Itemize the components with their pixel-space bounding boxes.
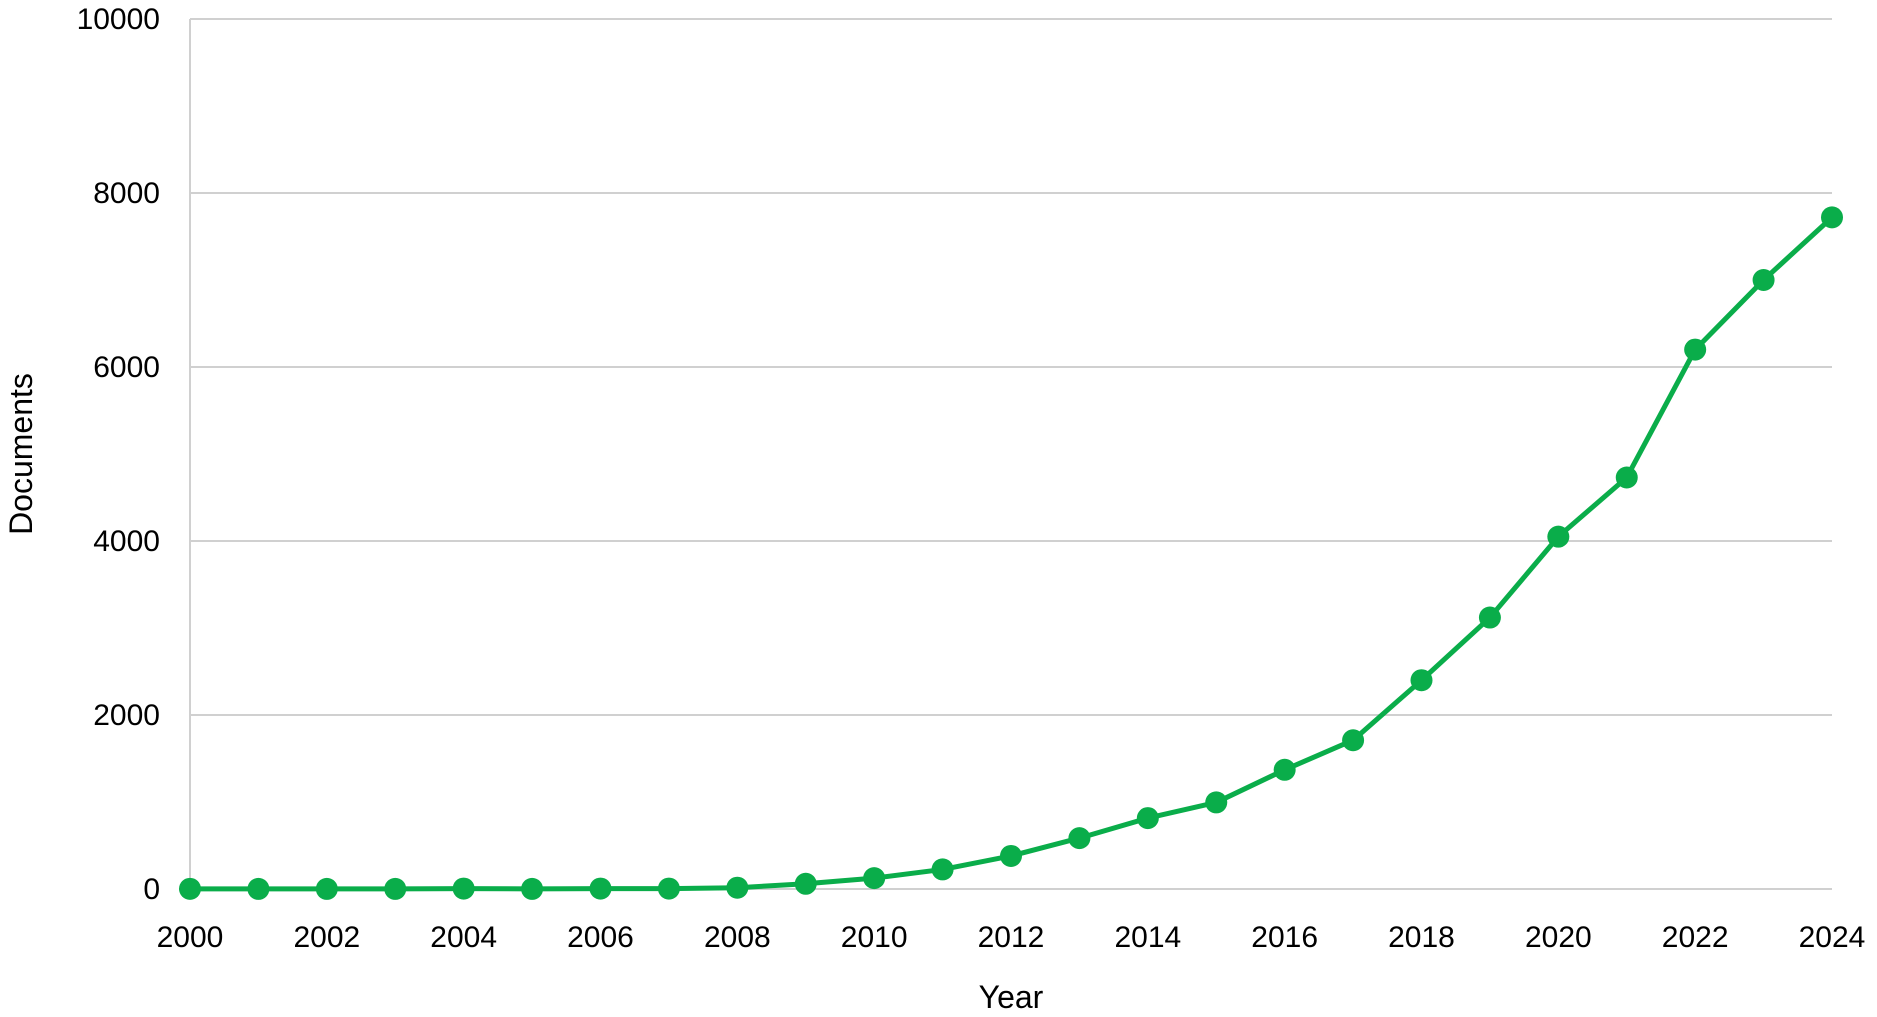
y-tick-label: 8000: [93, 177, 160, 210]
data-point-2011: [931, 858, 954, 881]
data-point-2017: [1342, 729, 1365, 752]
data-point-2019: [1478, 606, 1501, 629]
data-point-2003: [384, 877, 407, 900]
x-tick-label: 2012: [978, 921, 1045, 954]
data-point-2013: [1068, 827, 1091, 850]
data-point-2015: [1205, 791, 1228, 814]
data-point-2007: [657, 877, 680, 900]
series-layer: [179, 206, 1843, 900]
data-point-2020: [1547, 525, 1570, 548]
x-tick-label: 2022: [1662, 921, 1729, 954]
y-tick-label: 2000: [93, 699, 160, 732]
data-point-2008: [726, 876, 749, 899]
data-point-2001: [247, 877, 270, 900]
x-tick-label: 2014: [1114, 921, 1181, 954]
data-point-2023: [1752, 269, 1775, 291]
y-tick-label: 6000: [93, 351, 160, 384]
data-point-2002: [315, 877, 338, 900]
data-point-2010: [863, 867, 886, 890]
y-axis-title: Documents: [3, 373, 39, 535]
data-point-2000: [179, 877, 201, 900]
x-tick-labels: 2000 2002 2004 2006 2008 2010 2012 2014 2016 2018…: [157, 921, 1866, 954]
x-tick-label: 2000: [157, 921, 224, 954]
data-point-2024: [1821, 206, 1843, 229]
data-point-2018: [1410, 669, 1433, 692]
x-tick-label: 2008: [704, 921, 771, 954]
y-tick-labels: 0 2000 4000 6000 8000 10000: [77, 3, 160, 906]
data-point-2016: [1273, 758, 1296, 781]
x-tick-label: 2006: [567, 921, 634, 954]
data-point-2006: [589, 877, 612, 900]
x-tick-label: 2016: [1251, 921, 1318, 954]
data-point-2012: [1000, 844, 1022, 867]
data-point-2014: [1136, 807, 1159, 830]
gridlines: [189, 18, 1832, 890]
data-point-2022: [1684, 338, 1707, 361]
data-point-2004: [452, 877, 475, 900]
x-axis-title: Year: [979, 979, 1044, 1015]
x-tick-label: 2024: [1799, 921, 1866, 954]
data-point-2021: [1615, 466, 1638, 489]
data-point-2009: [794, 872, 817, 895]
y-tick-label: 4000: [93, 525, 160, 558]
y-tick-label: 10000: [77, 3, 160, 36]
x-tick-label: 2010: [841, 921, 908, 954]
data-point-2005: [521, 877, 544, 900]
x-tick-label: 2018: [1388, 921, 1455, 954]
x-tick-label: 2004: [430, 921, 497, 954]
y-tick-label: 0: [143, 873, 160, 906]
series-line: [189, 215, 1834, 892]
x-tick-label: 2002: [293, 921, 360, 954]
x-tick-label: 2020: [1525, 921, 1592, 954]
